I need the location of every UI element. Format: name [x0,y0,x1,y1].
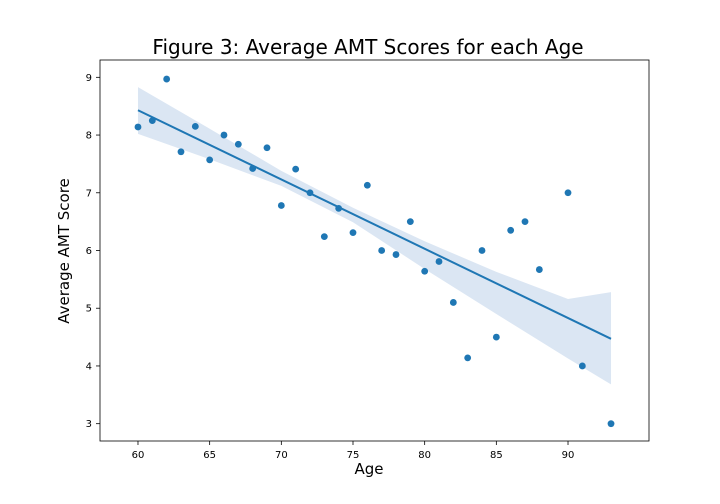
data-point [292,165,300,173]
x-tick-label: 80 [418,450,431,461]
x-tick-label: 70 [275,450,288,461]
x-tick-label: 60 [132,450,145,461]
data-point [177,148,185,156]
data-point [521,218,529,226]
confidence-band [137,87,612,385]
data-point [163,75,171,83]
y-tick-label: 4 [86,361,92,372]
data-point [335,204,343,212]
y-tick-label: 3 [86,419,92,430]
data-point [234,140,242,148]
data-point [220,131,228,139]
y-axis-ticks: 3 4 5 6 7 8 9 [86,73,100,430]
x-tick-label: 65 [203,450,216,461]
y-tick-label: 6 [86,246,92,257]
data-point [392,251,400,258]
data-point [464,354,472,362]
data-point [564,189,572,197]
data-point [148,117,156,125]
data-point [363,181,371,189]
data-point [535,266,543,273]
y-tick-label: 8 [86,131,92,142]
regression-line-layer [137,109,612,340]
data-point [492,333,500,341]
data-point [478,247,486,254]
data-point [578,362,586,370]
data-point [191,122,199,130]
y-axis-label: Average AMT Score [55,178,73,324]
y-tick-label: 9 [86,73,92,84]
x-axis-label: Age [354,460,383,478]
chart-title: Figure 3: Average AMT Scores for each Ag… [152,35,583,59]
data-point [206,156,214,164]
data-point [277,202,285,209]
data-point [249,165,257,172]
data-point [349,229,357,237]
y-tick-label: 7 [86,188,92,199]
x-tick-label: 75 [347,450,360,461]
data-point [263,144,271,152]
data-points-layer [134,75,615,428]
data-point [134,123,142,131]
data-point [378,247,386,254]
x-tick-label: 90 [562,450,575,461]
data-point [449,299,457,306]
data-point [607,420,615,428]
regression-line [137,109,612,340]
data-point [435,258,443,265]
data-point [421,267,429,275]
x-tick-label: 85 [490,450,503,461]
y-tick-label: 5 [86,304,92,315]
data-point [306,189,314,197]
data-point [507,226,515,234]
x-axis-ticks: 60 65 70 75 80 85 90 [132,441,575,461]
data-point [406,218,414,226]
confidence-band-layer [137,87,612,385]
data-point [320,233,328,241]
